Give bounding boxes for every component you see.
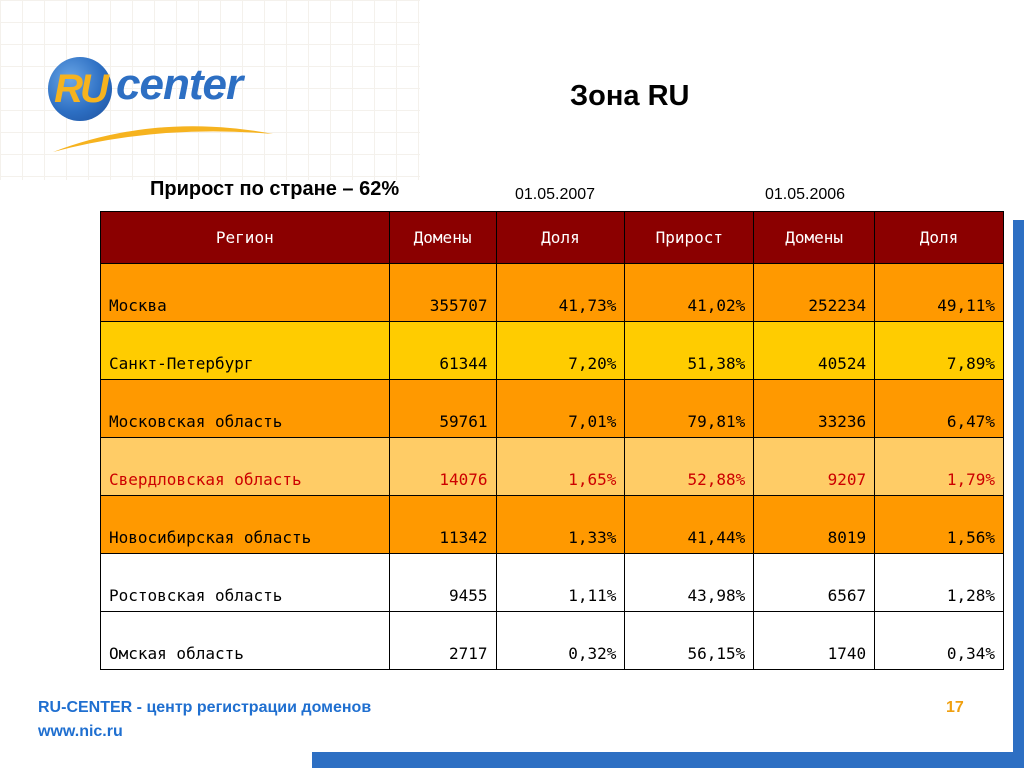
right-accent-bar [1013,220,1024,768]
header-domains-2006: Домены [753,211,876,264]
bottom-accent-bar [312,752,1024,768]
region-cell: Санкт-Петербург [100,321,390,380]
region-cell: Омская область [100,611,390,670]
table-row: Ростовская область 9455 1,11% 43,98% 656… [100,553,1004,612]
table-row: Новосибирская область 11342 1,33% 41,44%… [100,495,1004,554]
header-domains-2007: Домены [388,211,497,264]
region-cell: Москва [100,263,390,322]
domains-2006-cell: 1740 [753,611,876,670]
domains-2007-cell: 11342 [388,495,497,554]
share-2006-cell: 49,11% [874,263,1004,322]
domains-2007-cell: 9455 [388,553,497,612]
table-row: Московская область 59761 7,01% 79,81% 33… [100,379,1004,438]
share-2007-cell: 7,20% [495,321,626,380]
share-2006-cell: 1,56% [874,495,1004,554]
share-2006-cell: 1,79% [874,437,1004,496]
domains-2006-cell: 252234 [753,263,876,322]
region-stats-table: Регион Домены Доля Прирост Домены Доля М… [100,211,1004,670]
region-cell: Московская область [100,379,390,438]
domains-2007-cell: 14076 [388,437,497,496]
domains-2007-cell: 355707 [388,263,497,322]
growth-cell: 41,02% [624,263,755,322]
share-2007-cell: 41,73% [495,263,626,322]
region-cell: Ростовская область [100,553,390,612]
share-2006-cell: 6,47% [874,379,1004,438]
header-region: Регион [100,211,390,264]
country-growth-subtitle: Прирост по стране – 62% [150,178,400,200]
domains-2007-cell: 2717 [388,611,497,670]
header-growth: Прирост [624,211,755,264]
ru-logo-circle: RU [48,57,112,121]
center-logo-text: center [116,60,243,109]
footer-website-link[interactable]: www.nic.ru [38,723,123,740]
footer-company-text: RU-CENTER - центр регистрации доменов [38,699,372,716]
share-2007-cell: 1,65% [495,437,626,496]
header-share-2006: Доля [874,211,1004,264]
table-header-row: Регион Домены Доля Прирост Домены Доля [100,211,1004,264]
domains-2007-cell: 59761 [388,379,497,438]
page-number: 17 [946,699,964,716]
growth-cell: 51,38% [624,321,755,380]
domains-2006-cell: 8019 [753,495,876,554]
domains-2006-cell: 33236 [753,379,876,438]
date-2007-label: 01.05.2007 [515,186,596,203]
share-2006-cell: 0,34% [874,611,1004,670]
share-2007-cell: 1,11% [495,553,626,612]
growth-cell: 79,81% [624,379,755,438]
table-row: Омская область 2717 0,32% 56,15% 1740 0,… [100,611,1004,670]
logo-swoosh-icon [53,126,273,152]
slide-title: Зона RU [570,80,690,112]
table-row: Свердловская область 14076 1,65% 52,88% … [100,437,1004,496]
ru-center-logo: RU center [48,52,278,162]
growth-cell: 43,98% [624,553,755,612]
domains-2006-cell: 6567 [753,553,876,612]
table-row: Санкт-Петербург 61344 7,20% 51,38% 40524… [100,321,1004,380]
share-2007-cell: 0,32% [495,611,626,670]
growth-cell: 56,15% [624,611,755,670]
region-cell: Новосибирская область [100,495,390,554]
share-2007-cell: 7,01% [495,379,626,438]
domains-2006-cell: 40524 [753,321,876,380]
domains-2006-cell: 9207 [753,437,876,496]
table-row: Москва 355707 41,73% 41,02% 252234 49,11… [100,263,1004,322]
share-2006-cell: 7,89% [874,321,1004,380]
growth-cell: 41,44% [624,495,755,554]
region-cell: Свердловская область [100,437,390,496]
date-2006-label: 01.05.2006 [765,186,846,203]
domains-2007-cell: 61344 [388,321,497,380]
growth-cell: 52,88% [624,437,755,496]
share-2007-cell: 1,33% [495,495,626,554]
header-share-2007: Доля [495,211,626,264]
share-2006-cell: 1,28% [874,553,1004,612]
